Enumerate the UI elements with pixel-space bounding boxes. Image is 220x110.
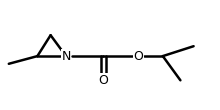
Text: N: N <box>61 50 71 63</box>
Text: O: O <box>99 74 108 87</box>
Text: O: O <box>134 50 143 63</box>
